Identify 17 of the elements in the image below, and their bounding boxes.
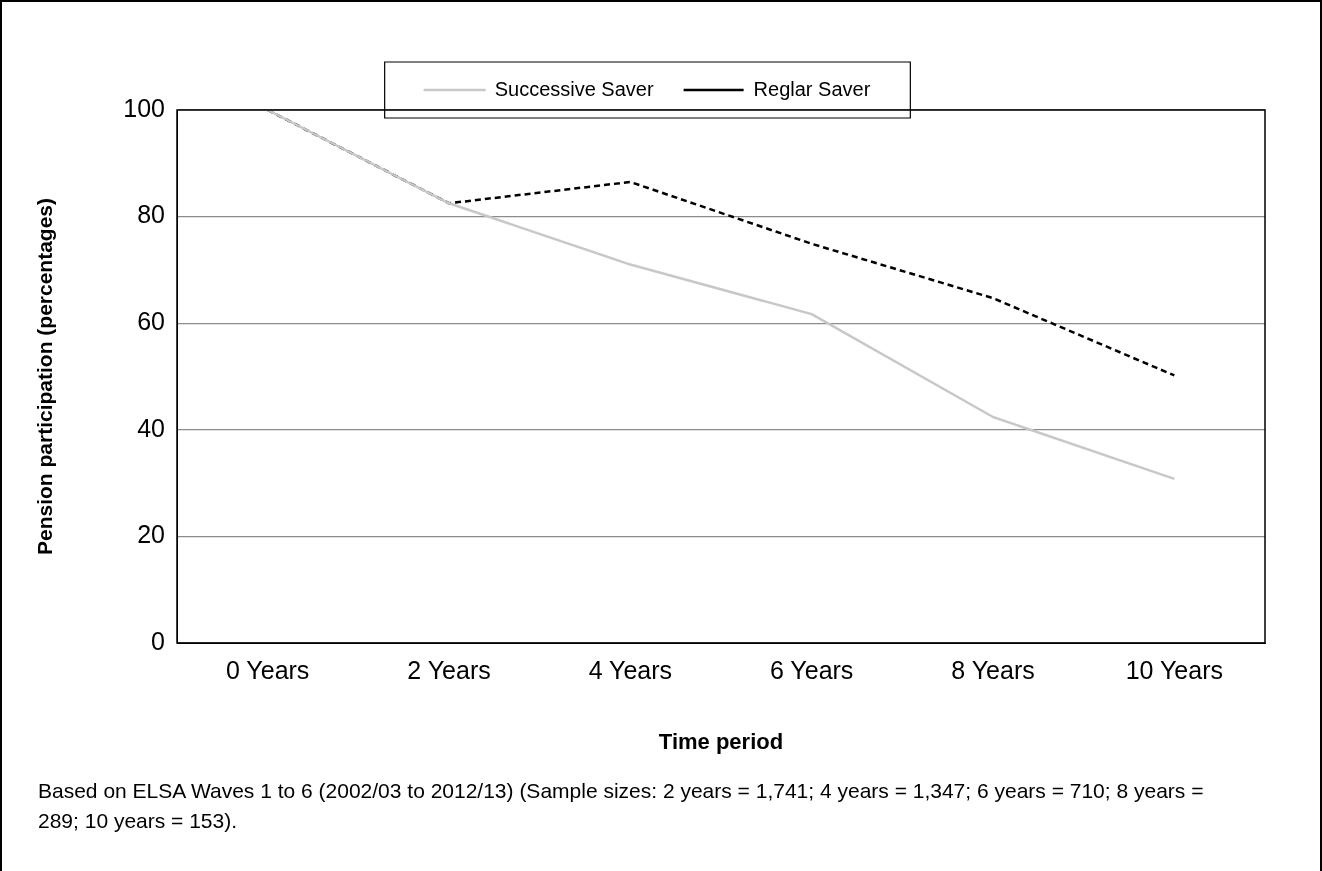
x-axis-title: Time period bbox=[658, 728, 784, 754]
y-tick-label: 20 bbox=[137, 520, 165, 549]
x-tick-label: 0 Years bbox=[225, 655, 310, 684]
x-tick-label: 6 Years bbox=[769, 655, 854, 684]
y-tick-label: 60 bbox=[137, 307, 165, 336]
y-tick-label: 0 bbox=[151, 626, 165, 655]
text: Based on ELSA Waves 1 to 6 (2002/03 to 2012/13) (Sample sizes: 2 years = 1,741; 4 years = 1,347; 6 years = 710; 8 years = 289; 10 years = 153). bbox=[38, 778, 1205, 834]
x-tick-label: 10 Years bbox=[1125, 655, 1223, 684]
y-tick-label: 40 bbox=[137, 413, 165, 442]
legend-label: Successive Saver bbox=[494, 77, 654, 100]
y-tick-label: 100 bbox=[123, 93, 165, 122]
x-tick-label: 4 Years bbox=[588, 655, 673, 684]
y-tick-label: 80 bbox=[137, 200, 165, 229]
x-tick-label: 2 Years bbox=[407, 655, 491, 684]
y-axis-title: Pension participation (percentages) bbox=[33, 197, 57, 556]
x-tick-label: 8 Years bbox=[951, 655, 1035, 684]
legend-label: Reglar Saver bbox=[753, 77, 871, 100]
